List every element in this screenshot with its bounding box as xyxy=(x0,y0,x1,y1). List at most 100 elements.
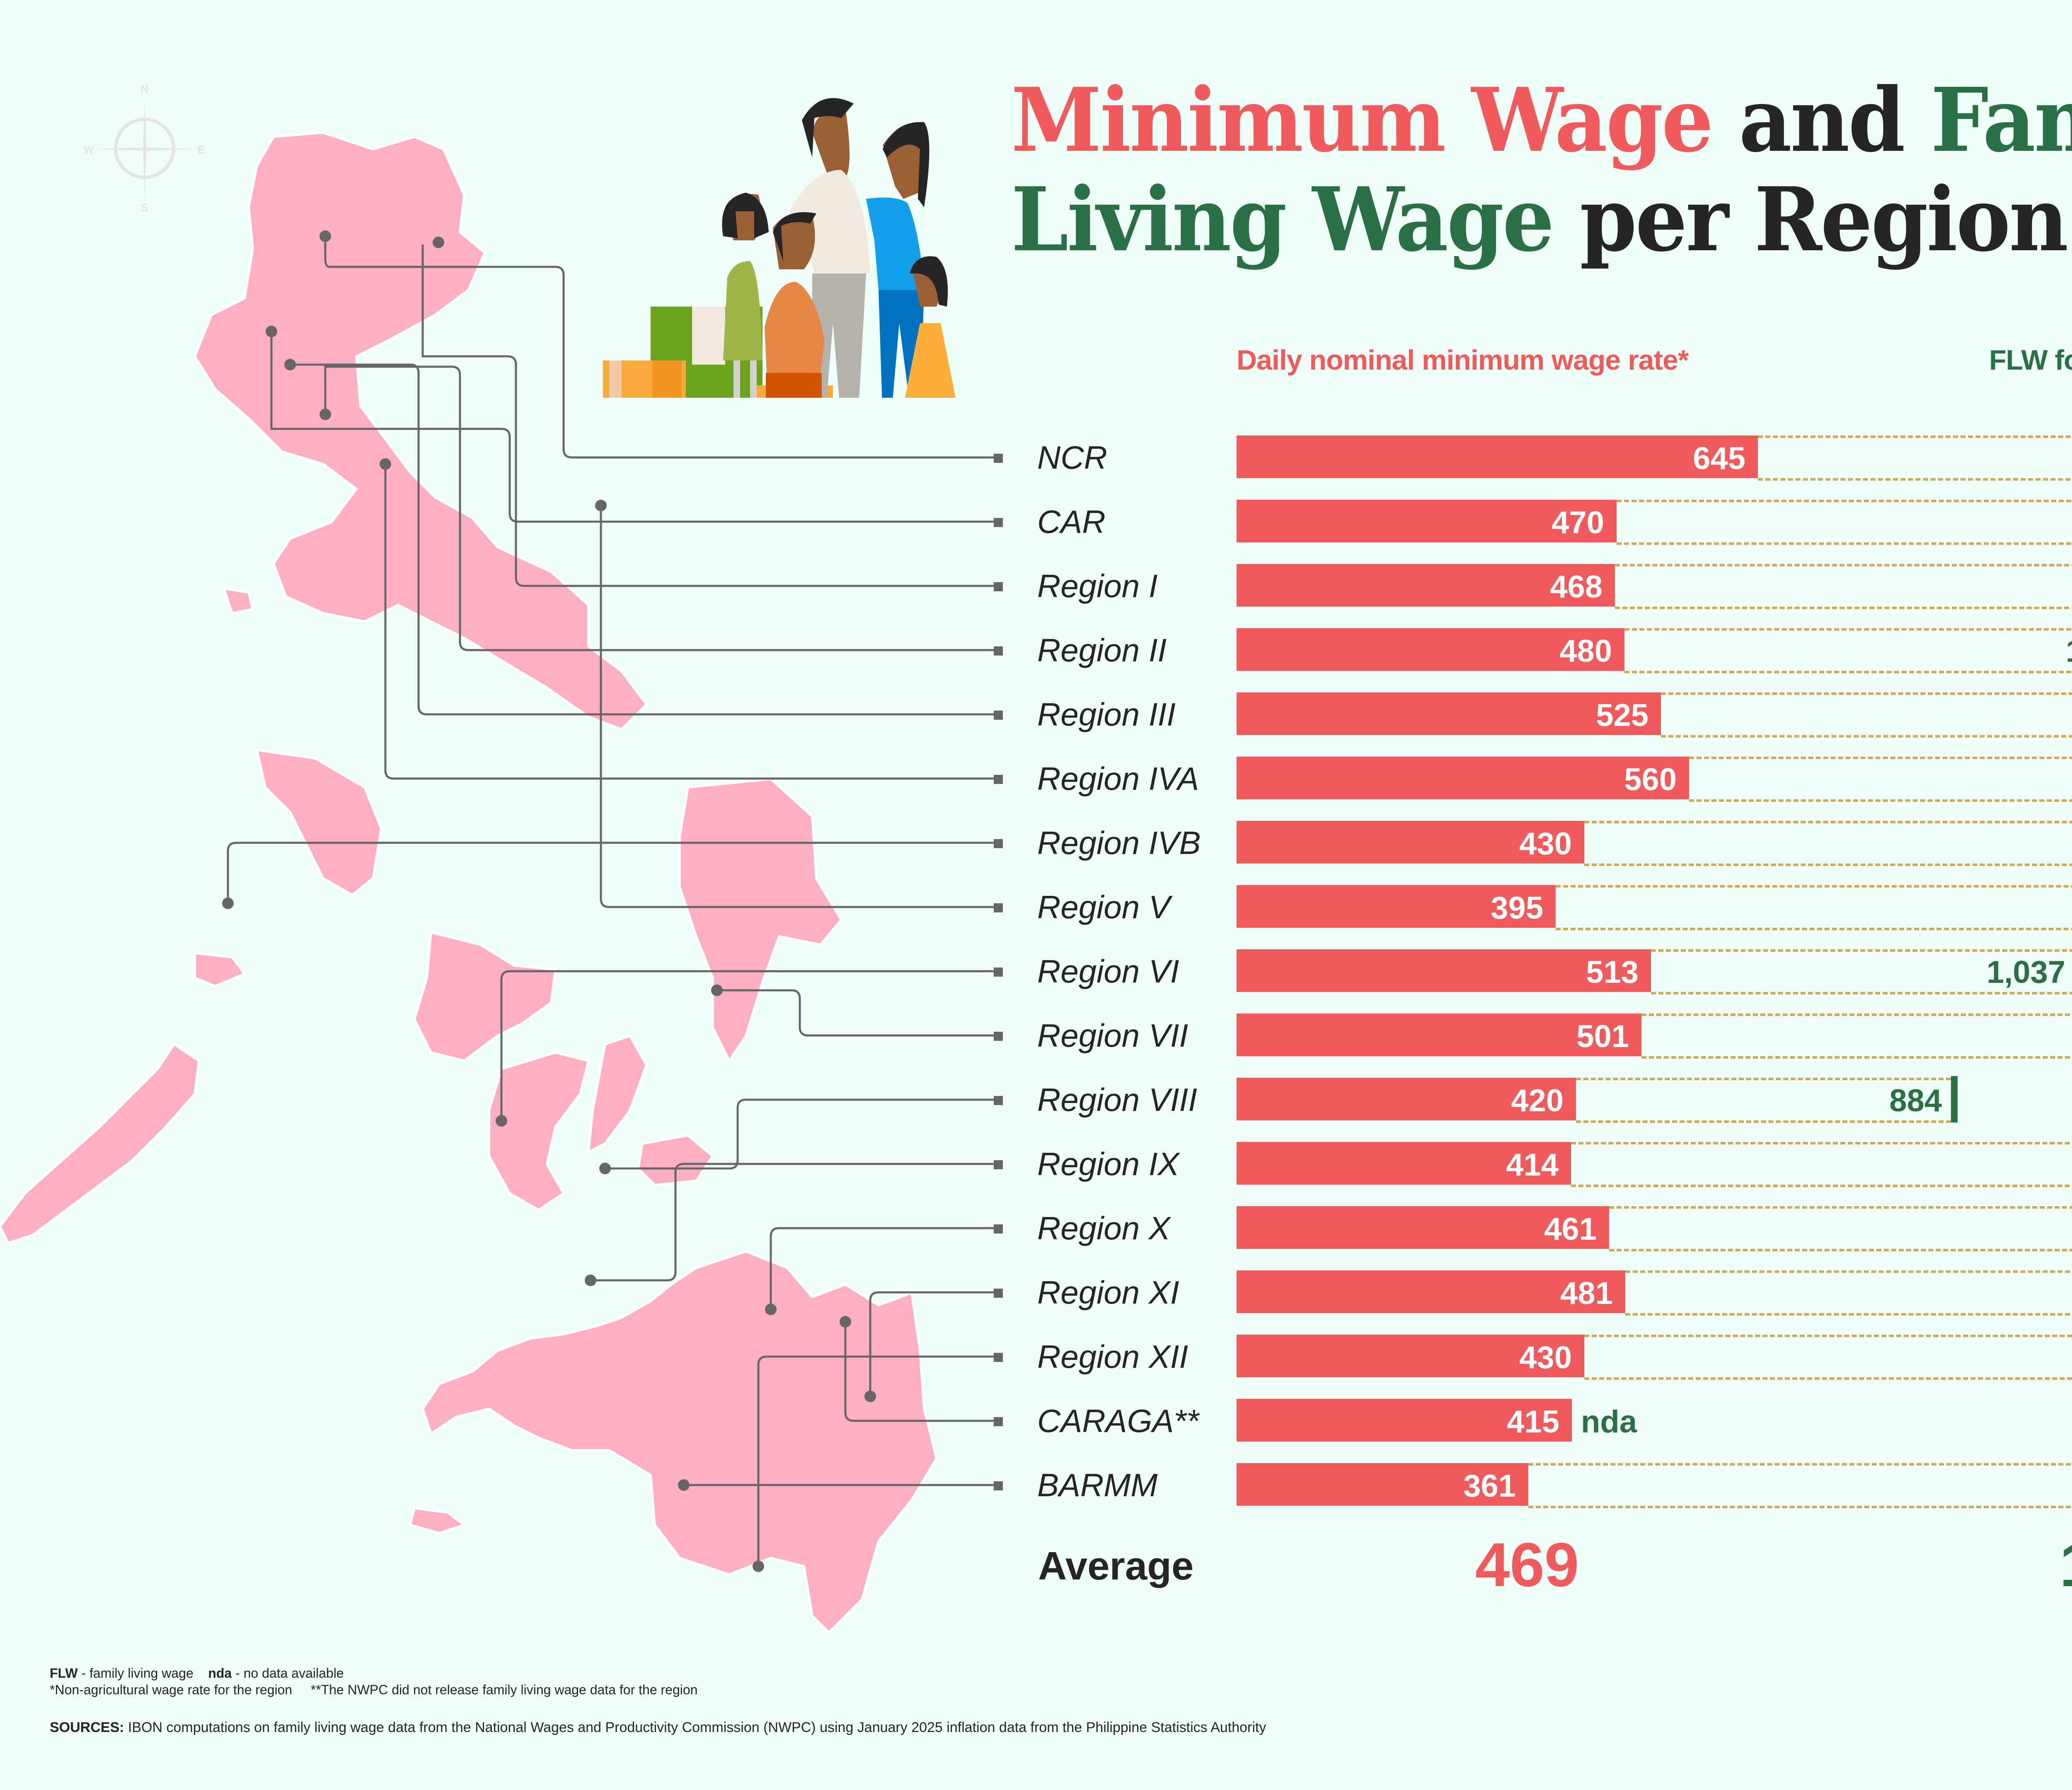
wage-gap-range xyxy=(1609,1206,2072,1251)
svg-text:W: W xyxy=(84,143,94,156)
table-row: Region XII1,190430760 xyxy=(986,1335,2072,1380)
flw-value: 1,037 xyxy=(1986,955,2065,990)
flw-value: 884 xyxy=(1889,1083,1942,1118)
average-label: Average xyxy=(1038,1544,1194,1588)
minimum-wage-bar: 470 xyxy=(1237,500,1617,542)
wage-gap-range xyxy=(1528,1463,2072,1508)
region-label: Region IVB xyxy=(1037,825,1201,861)
region-label: Region II xyxy=(1037,632,1167,668)
compass-icon: N S W E xyxy=(84,83,205,214)
minimum-wage-value: 468 xyxy=(1550,569,1602,605)
region-label: Region V xyxy=(1037,889,1170,925)
connector-endpoint xyxy=(994,1353,1003,1362)
region-label: Region I xyxy=(1037,568,1158,604)
connector-endpoint xyxy=(994,711,1003,720)
connector-endpoint xyxy=(994,646,1003,656)
footnote-abbreviations: FLW - family living wage nda - no data a… xyxy=(50,1666,344,1681)
table-row: Region I1,151468683 xyxy=(986,564,2072,609)
wage-gap-range xyxy=(1624,628,2072,673)
connector-endpoint xyxy=(994,1289,1003,1298)
table-row: CARAGA**nda415nda xyxy=(986,1399,2072,1442)
wage-gap-range xyxy=(1641,1014,2072,1059)
minimum-wage-value: 560 xyxy=(1624,762,1677,797)
minimum-wage-value: 501 xyxy=(1576,1019,1629,1054)
region-label: BARMM xyxy=(1037,1467,1158,1503)
minimum-wage-value: 415 xyxy=(1507,1404,1559,1439)
minimum-wage-bar: 461 xyxy=(1237,1206,1609,1249)
flw-value: 1,135 xyxy=(2066,633,2072,669)
table-row: CAR1,237470767 xyxy=(986,500,2072,545)
table-row: Region II1,135480655 xyxy=(986,628,2072,673)
minimum-wage-value: 645 xyxy=(1693,441,1745,476)
minimum-wage-value: 420 xyxy=(1511,1083,1564,1118)
region-label: Region X xyxy=(1037,1210,1170,1246)
connector-endpoint xyxy=(994,1032,1003,1041)
minimum-wage-bar: 361 xyxy=(1237,1463,1528,1506)
minimum-wage-value: 525 xyxy=(1596,698,1648,733)
wage-gap-range xyxy=(1576,1078,1951,1123)
region-label: CARAGA** xyxy=(1037,1403,1199,1439)
average-minimum-wage: 469 xyxy=(1475,1530,1579,1599)
header-flw: FLW for a family of five xyxy=(1989,344,2072,376)
wage-gap-range xyxy=(1689,757,2072,802)
region-label: Region III xyxy=(1037,696,1176,733)
page-title: Minimum Wage and Family Living Wage per … xyxy=(1011,70,2072,269)
family-illustration xyxy=(603,98,956,398)
region-label: CAR xyxy=(1037,503,1106,540)
table-row: Region VIII884420464 xyxy=(986,1076,2072,1123)
wage-gap-range xyxy=(1584,1335,2072,1380)
connector-endpoint xyxy=(994,968,1003,977)
minimum-wage-bar: 415 xyxy=(1237,1399,1572,1442)
region-label: Region XI xyxy=(1037,1274,1179,1311)
svg-text:E: E xyxy=(198,143,205,156)
table-row: Region V1,196395801 xyxy=(986,885,2072,930)
minimum-wage-value: 414 xyxy=(1506,1147,1559,1183)
connector-endpoint xyxy=(994,518,1003,527)
table-row: Region III1,192525667 xyxy=(986,692,2072,738)
svg-text:N: N xyxy=(141,83,149,95)
wage-gap-range xyxy=(1617,500,2072,545)
table-row: Region IVB1,231430801 xyxy=(986,821,2072,866)
svg-text:S: S xyxy=(141,201,148,214)
wage-gap-range xyxy=(1758,435,2072,481)
region-label: Region IVA xyxy=(1037,760,1199,797)
connector-endpoint xyxy=(994,1417,1003,1426)
connector-endpoint xyxy=(994,1096,1003,1105)
minimum-wage-value: 470 xyxy=(1552,505,1604,540)
minimum-wage-bar: 513 xyxy=(1237,949,1651,992)
minimum-wage-bar: 430 xyxy=(1237,821,1584,864)
wage-gap-range xyxy=(1661,692,2072,738)
minimum-wage-bar: 430 xyxy=(1237,1335,1584,1377)
wage-gap-range xyxy=(1556,885,2072,930)
wage-gap-range xyxy=(1651,949,2072,994)
flw-marker xyxy=(1951,1076,1958,1122)
table-row: NCR1,227645582 xyxy=(986,435,2072,481)
table-row: Region XI1,188481707 xyxy=(986,1270,2072,1316)
header-minimum-wage: Daily nominal minimum wage rate* xyxy=(1237,344,1689,376)
minimum-wage-value: 481 xyxy=(1560,1276,1613,1311)
title-line-2: Living Wage per Region xyxy=(1011,168,2068,271)
region-label: Region VII xyxy=(1037,1017,1188,1054)
connector-endpoint xyxy=(994,454,1003,463)
connector-endpoint xyxy=(994,775,1003,784)
table-row: BARMM2,0583611,697 xyxy=(986,1463,2072,1508)
table-row: Region VI1,037513524 xyxy=(986,949,2072,994)
minimum-wage-value: 461 xyxy=(1544,1212,1597,1247)
region-label: Region VIII xyxy=(1037,1081,1197,1118)
table-row: Region IVA1,147560587 xyxy=(986,757,2072,802)
minimum-wage-bar: 468 xyxy=(1237,564,1615,607)
connector-endpoint xyxy=(994,1160,1003,1169)
wage-gap-range xyxy=(1625,1270,2072,1316)
region-label: Region VI xyxy=(1037,953,1179,989)
footnote-notes: *Non-agricultural wage rate for the regi… xyxy=(50,1682,698,1697)
footnote-sources: SOURCES: IBON computations on family liv… xyxy=(50,1720,1266,1735)
flw-value: nda xyxy=(1581,1404,1637,1439)
region-label: Region IX xyxy=(1037,1146,1179,1182)
minimum-wage-bar: 414 xyxy=(1237,1142,1571,1185)
region-label: Region XII xyxy=(1037,1338,1188,1375)
minimum-wage-value: 395 xyxy=(1491,890,1543,926)
table-row: Region IX1,290414876 xyxy=(986,1142,2072,1187)
philippines-map xyxy=(0,131,1003,1634)
minimum-wage-bar: 525 xyxy=(1237,692,1661,735)
wage-gap-range xyxy=(1584,821,2072,866)
